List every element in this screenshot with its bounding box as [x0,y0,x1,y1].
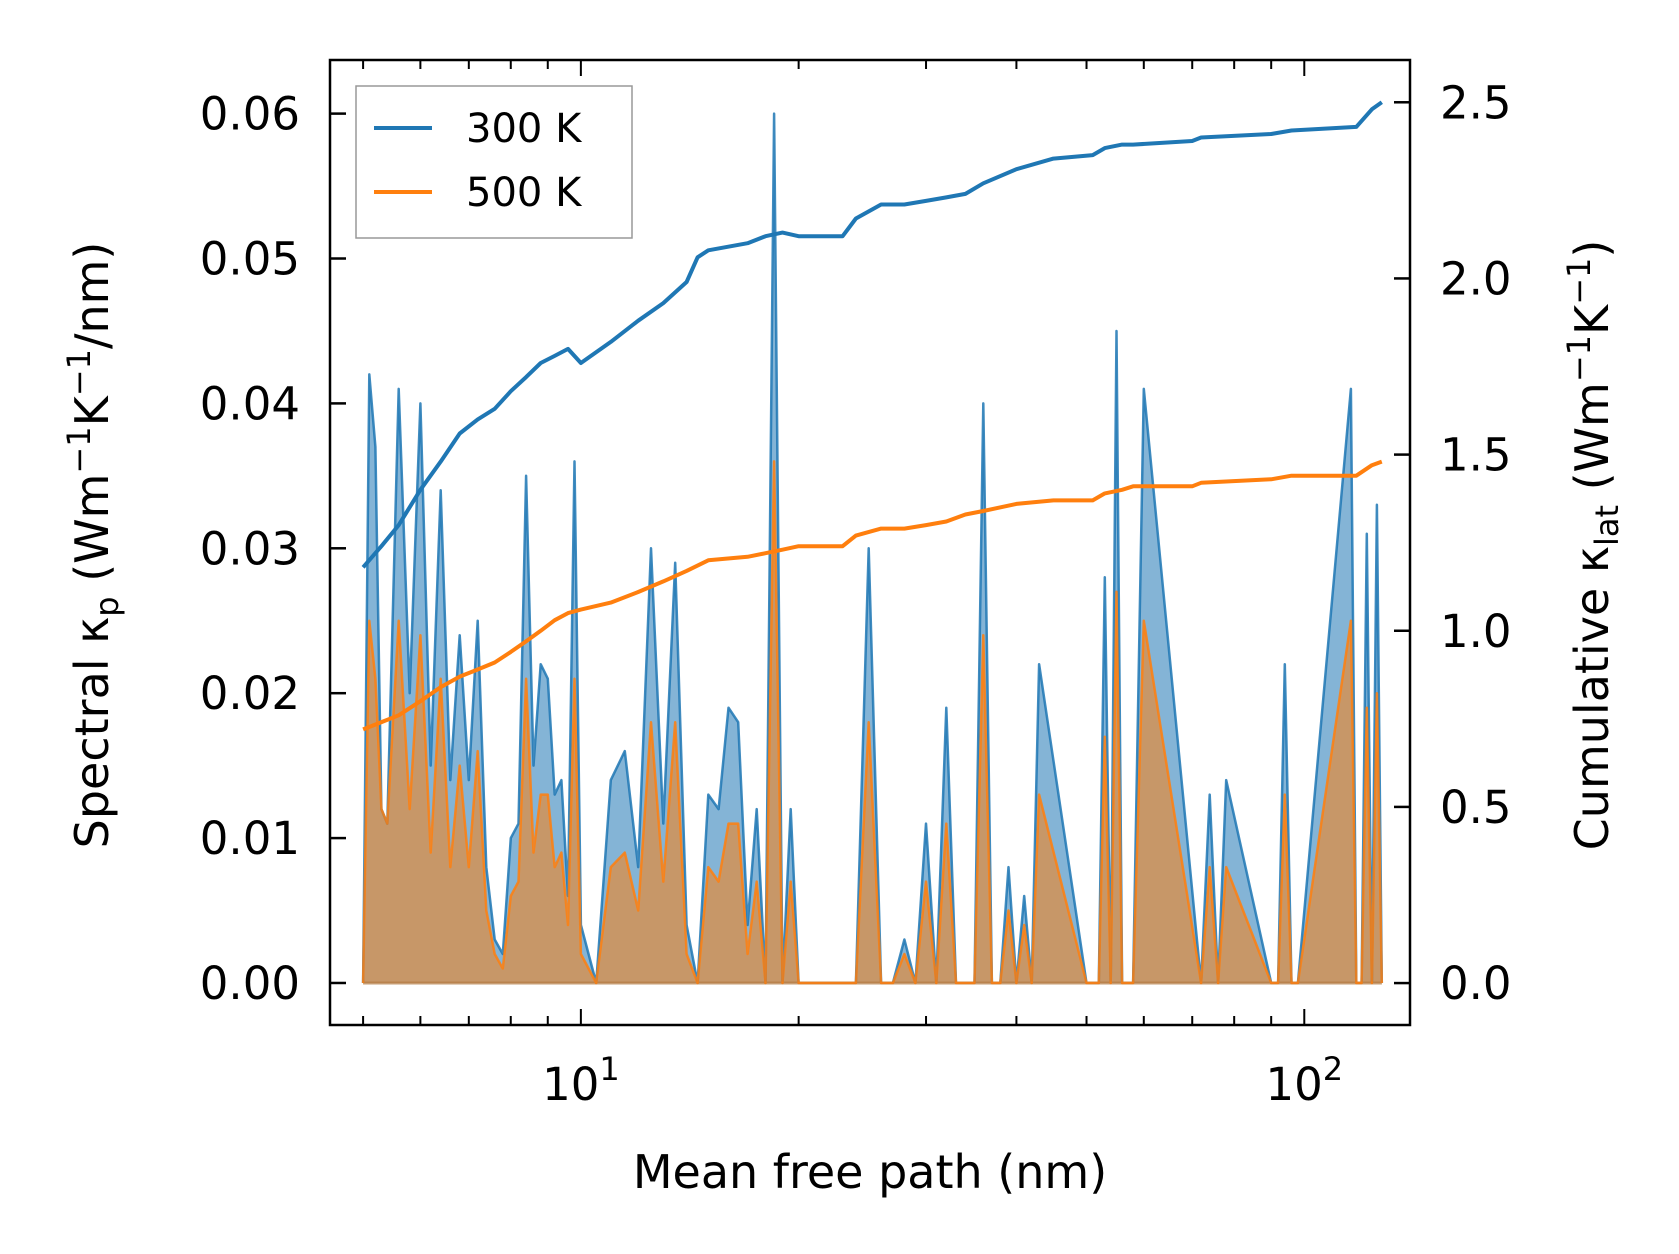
x-tick-exponent: 1 [599,1050,619,1088]
y2-tick-label: 1.5 [1440,429,1512,482]
y2-tick-label: 0.5 [1440,781,1512,834]
cumulative-line-500k [362,459,1383,732]
x-tick-label: 102 [1265,1050,1343,1111]
y-axis-title-prefix: Spectral κ [65,617,119,849]
y-tick-label: 0.00 [200,957,300,1010]
y2-axis-title-sub: lat [1588,505,1626,546]
y-tick-label: 0.04 [200,377,300,430]
y-axis-title: Spectral κp (Wm−1K−1/nm) [60,242,126,849]
x-tick-label: 101 [542,1050,620,1111]
y-tick-label: 0.01 [200,812,300,865]
x-tick-base: 10 [1265,1058,1322,1111]
y2-tick-label: 0.0 [1440,957,1512,1010]
y-axis-title-units3: /nm) [65,242,119,349]
y2-axis-title-sup1: −1 [1560,335,1598,382]
legend-label-500k: 500 K [466,170,583,216]
legend: 300 K 500 K [355,85,633,239]
x-axis-title: Mean free path (nm) [633,1145,1107,1199]
legend-frame [355,85,633,239]
x-tick-exponent: 2 [1323,1050,1343,1088]
y2-axis-title-units: (Wm [1565,382,1619,490]
y2-tick-label: 1.0 [1440,605,1512,658]
y-tick-label: 0.02 [200,667,300,720]
y-tick-label: 0.06 [200,88,300,141]
y-axis-title-sup1: −1 [60,426,98,473]
spectral-area-500k [363,461,1382,983]
y-axis-title-sup2: −1 [60,349,98,396]
legend-label-300k: 300 K [466,106,583,152]
y2-axis-title-units3: ) [1565,240,1619,258]
tick-marks [330,60,1410,1025]
x-tick-base: 10 [542,1058,599,1111]
y2-axis-title-prefix: Cumulative κ [1565,546,1619,850]
y-axis-title-units: (Wm [65,474,119,582]
cumulative-line-300k [361,100,1383,569]
y2-axis-title: Cumulative κlat (Wm−1K−1) [1560,240,1626,851]
axes-frame [328,58,1412,1027]
y-tick-label: 0.03 [200,522,300,575]
y2-tick-labels: 0.0 0.5 1.0 1.5 2.0 2.5 [1440,76,1512,1010]
x-tick-labels: 101 102 [542,1050,1343,1111]
y2-tick-label: 2.5 [1440,76,1512,129]
y2-tick-label: 2.0 [1440,252,1512,305]
y-tick-label: 0.05 [200,233,300,286]
spectral-lines [361,112,1384,985]
y-tick-labels: 0.00 0.01 0.02 0.03 0.04 0.05 0.06 [200,88,300,1010]
y2-axis-title-sup2: −1 [1560,258,1598,305]
y2-axis-title-units2: K [1565,303,1619,335]
cumulative-lines [361,100,1383,732]
y-axis-title-sub: p [88,596,126,616]
y-axis-title-units2: K [65,394,119,426]
